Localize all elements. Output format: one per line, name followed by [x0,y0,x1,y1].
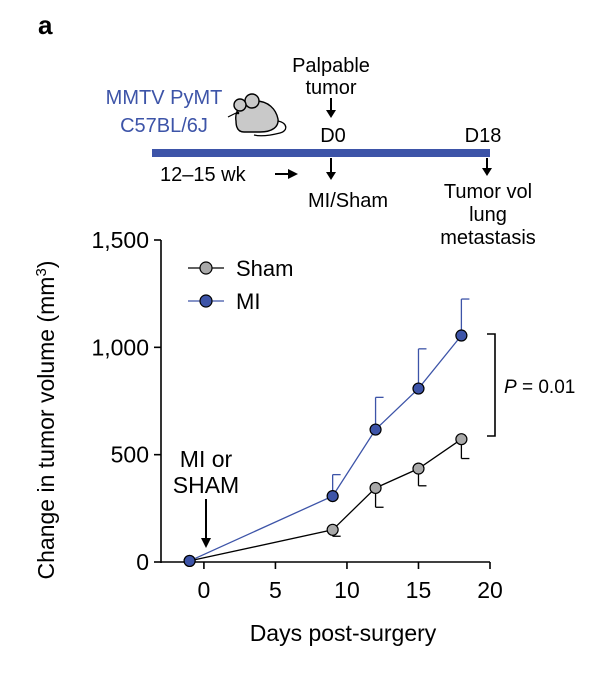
y-tick-label: 1,000 [91,334,149,360]
endpoint-line1: Tumor vol [444,181,532,203]
data-point [412,462,425,475]
y-tick-label: 500 [111,442,149,468]
y-tick-label: 0 [136,549,149,575]
x-tick-label: 5 [269,577,282,603]
data-point [412,382,425,395]
data-point [455,329,468,342]
arrow-down-icon [482,168,492,176]
age-label: 12–15 wk [160,164,247,186]
x-axis-label: Days post-surgery [250,620,437,646]
timeline-bar [152,149,490,157]
series-mi [183,298,470,568]
panel-label: a [38,10,53,40]
y-tick-label: 1,500 [91,227,149,253]
p-value-label: P = 0.01 [504,377,575,398]
endpoint-line3: metastasis [440,227,536,249]
arrow-down-icon [326,172,336,180]
arrow-down-icon [326,110,336,118]
palpable-line2: tumor [305,77,356,99]
legend-label-sham: Sham [236,256,293,281]
endpoint-line2: lung [469,204,507,226]
legend-label-mi: MI [236,289,260,314]
series-layer [183,298,470,568]
data-point [183,554,196,568]
annotation-line1: MI or [180,446,233,472]
arrow-right-icon [288,169,298,179]
data-point [369,481,382,495]
palpable-line1: Palpable [292,55,370,77]
surgery-annotation: MI or SHAM [173,446,239,548]
x-tick-label: 10 [334,577,360,603]
annotation-line2: SHAM [173,472,239,498]
legend-item-mi: MI [188,289,260,314]
x-tick-label: 20 [477,577,503,603]
chart: 0 500 1,000 1,500 0 5 10 15 20 Change in tumor v… [33,227,575,646]
x-tick-label: 0 [198,577,211,603]
d18-label: D18 [465,125,502,147]
data-point [455,433,468,446]
y-axis-label: Change in tumor volume (mm3) [33,261,59,580]
significance-bracket: P = 0.01 [487,333,575,437]
legend-item-sham: Sham [188,256,293,281]
axes: 0 500 1,000 1,500 0 5 10 15 20 [91,227,502,603]
model-line1: MMTV PyMT [106,87,223,109]
mi-sham-label: MI/Sham [308,190,388,212]
d0-label: D0 [320,125,346,147]
x-tick-label: 15 [406,577,432,603]
model-line2: C57BL/6J [120,115,208,137]
timeline-schematic: MMTV PyMT C57BL/6J Palpable tumor D0 D18… [106,55,536,249]
mouse-icon [227,93,287,137]
data-point [326,523,339,536]
data-point [369,423,382,436]
data-point [326,489,339,503]
arrow-down-icon [201,538,211,548]
legend: Sham MI [188,256,293,314]
